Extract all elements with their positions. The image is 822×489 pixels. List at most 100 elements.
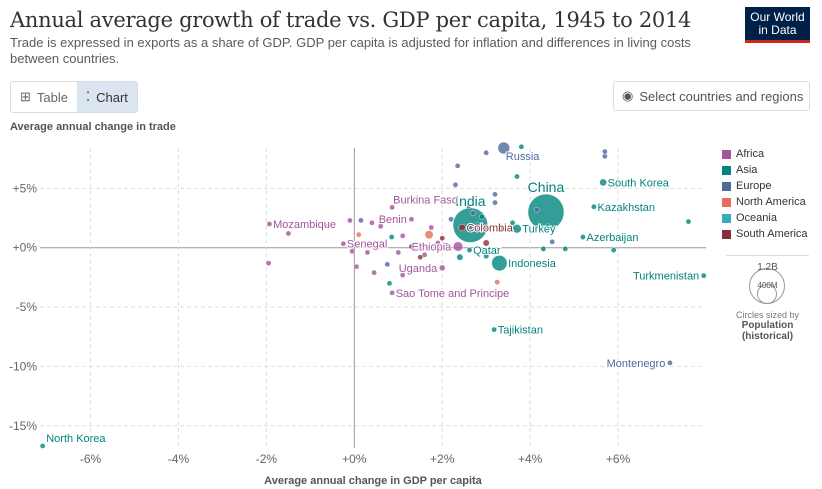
legend-north-america[interactable]: North America <box>722 194 808 210</box>
data-point <box>492 199 498 206</box>
legend-swatch <box>722 229 731 239</box>
legend-label: Africa <box>736 148 765 160</box>
data-point <box>497 141 510 155</box>
country-label: Colombia <box>466 223 513 235</box>
legend-europe[interactable]: Europe <box>722 178 808 194</box>
legend-south-america[interactable]: South America <box>722 226 808 242</box>
data-point <box>491 255 508 272</box>
legend-label: Oceania <box>736 212 777 224</box>
data-point <box>483 149 489 156</box>
size-variable: Population <box>741 320 794 331</box>
legend-label: Europe <box>736 180 772 192</box>
legend-oceania[interactable]: Oceania <box>722 210 808 226</box>
country-label: Russia <box>506 151 541 163</box>
legend-label: South America <box>736 228 808 240</box>
tab-chart[interactable]: ⁚ Chart <box>76 82 137 112</box>
data-point <box>371 269 377 276</box>
view-tabs: ⊞ Table ⁚ Chart <box>10 81 138 113</box>
country-label: Benin <box>379 214 407 226</box>
data-point <box>386 280 393 287</box>
data-point <box>377 223 384 230</box>
data-point <box>667 360 673 366</box>
scatter-icon: ⁚ <box>85 89 91 104</box>
data-point <box>443 242 450 249</box>
country-label: Turkmenistan <box>633 271 699 283</box>
data-point <box>549 238 555 245</box>
legend: Africa Asia Europe North America Oceania… <box>722 146 808 242</box>
data-point <box>369 219 375 226</box>
size-label-small: 400M <box>757 281 778 290</box>
data-point <box>408 216 415 223</box>
data-point <box>428 224 435 231</box>
data-point <box>544 223 551 230</box>
data-point <box>325 223 331 230</box>
country-label: Sao Tome and Principe <box>396 288 510 300</box>
data-point <box>266 221 273 227</box>
data-point <box>494 279 500 285</box>
country-label: Indonesia <box>508 258 557 270</box>
data-point <box>388 234 395 240</box>
data-point <box>485 247 492 254</box>
country-label: Senegal <box>347 239 387 251</box>
tab-table[interactable]: ⊞ Table <box>11 82 77 112</box>
data-point <box>347 217 353 224</box>
data-point <box>512 224 522 234</box>
country-label: Kazakhstan <box>598 202 655 214</box>
y-tick-label: -15% <box>9 419 37 433</box>
owid-logo[interactable]: Our World in Data <box>745 7 810 43</box>
y-tick-label: +0% <box>13 241 38 255</box>
data-point <box>483 253 490 259</box>
data-point <box>602 148 608 155</box>
data-point <box>533 206 540 213</box>
size-circles: 1.2B 400M <box>720 262 815 310</box>
chart-subtitle: Trade is expressed in exports as a share… <box>10 35 691 66</box>
data-point <box>701 272 707 279</box>
data-point <box>540 246 547 252</box>
data-point <box>470 210 476 217</box>
y-tick-label: +5% <box>13 181 38 195</box>
data-point <box>610 247 617 253</box>
data-point <box>474 222 481 228</box>
x-tick-label: +4% <box>518 452 543 466</box>
data-point <box>591 203 597 210</box>
x-tick-label: +0% <box>342 452 367 466</box>
select-countries-button[interactable]: ◉ Select countries and regions <box>613 81 810 111</box>
data-point <box>421 252 428 258</box>
legend-africa[interactable]: Africa <box>722 146 808 162</box>
data-point <box>395 249 402 256</box>
data-point <box>349 248 355 255</box>
data-point <box>424 230 434 240</box>
y-tick-label: -10% <box>9 359 37 373</box>
y-tick-label: -5% <box>16 300 38 314</box>
country-label: Azerbaijan <box>587 232 639 244</box>
data-point <box>265 260 272 266</box>
size-note: Circles sized by <box>735 310 800 320</box>
data-point <box>353 263 360 270</box>
data-point <box>456 253 464 261</box>
legend-label: North America <box>736 196 806 208</box>
data-point <box>454 163 461 169</box>
data-point <box>399 272 406 278</box>
eye-icon: ◉ <box>622 88 634 103</box>
data-point <box>435 240 441 246</box>
country-label: Qatar <box>473 245 501 257</box>
data-point <box>408 243 415 250</box>
data-point <box>364 249 371 256</box>
data-point <box>453 241 464 252</box>
data-point <box>465 203 472 209</box>
data-point <box>389 204 395 211</box>
data-point <box>498 224 505 231</box>
data-point <box>452 181 459 188</box>
country-label: Burkina Faso <box>393 194 458 206</box>
legend-asia[interactable]: Asia <box>722 162 808 178</box>
legend-swatch <box>722 165 731 175</box>
legend-swatch <box>722 197 731 207</box>
data-point <box>389 290 395 296</box>
legend-label: Asia <box>736 164 758 176</box>
data-point <box>482 239 490 247</box>
data-point <box>39 443 46 449</box>
data-point <box>492 191 498 198</box>
data-point <box>417 254 424 261</box>
country-label: Tajikistan <box>498 325 543 337</box>
